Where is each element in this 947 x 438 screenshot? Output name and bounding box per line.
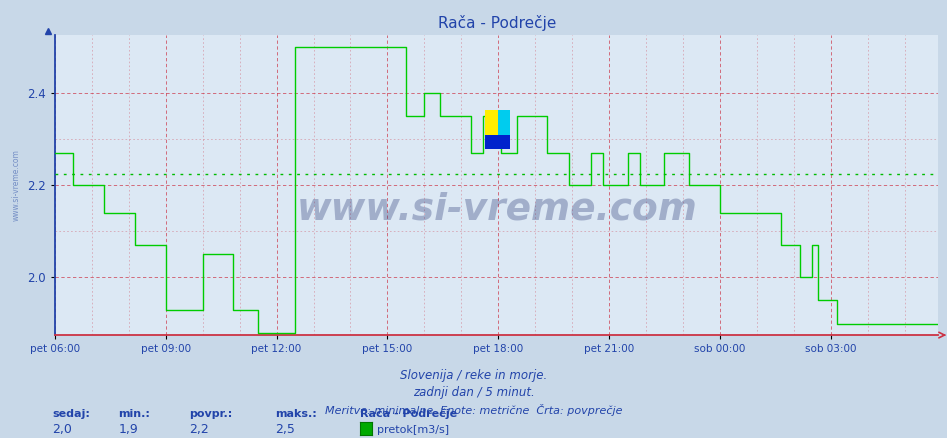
Text: www.si-vreme.com: www.si-vreme.com (11, 149, 21, 221)
Text: www.si-vreme.com: www.si-vreme.com (296, 191, 697, 227)
Title: Rača - Podrečje: Rača - Podrečje (438, 15, 556, 31)
Text: maks.:: maks.: (275, 409, 316, 419)
Bar (497, 110, 509, 135)
Text: 2,5: 2,5 (275, 423, 295, 436)
Text: Rača - Podrečje: Rača - Podrečje (360, 409, 457, 419)
Text: zadnji dan / 5 minut.: zadnji dan / 5 minut. (413, 386, 534, 399)
Text: min.:: min.: (118, 409, 151, 419)
Text: Slovenija / reke in morje.: Slovenija / reke in morje. (400, 369, 547, 382)
Text: 2,0: 2,0 (52, 423, 72, 436)
Bar (485, 110, 497, 135)
Bar (485, 135, 509, 149)
Text: Meritve: minimalne  Enote: metrične  Črta: povprečje: Meritve: minimalne Enote: metrične Črta:… (325, 404, 622, 416)
Text: 1,9: 1,9 (118, 423, 138, 436)
Text: sedaj:: sedaj: (52, 409, 90, 419)
Text: povpr.:: povpr.: (189, 409, 233, 419)
Text: pretok[m3/s]: pretok[m3/s] (377, 425, 449, 435)
Text: 2,2: 2,2 (189, 423, 209, 436)
